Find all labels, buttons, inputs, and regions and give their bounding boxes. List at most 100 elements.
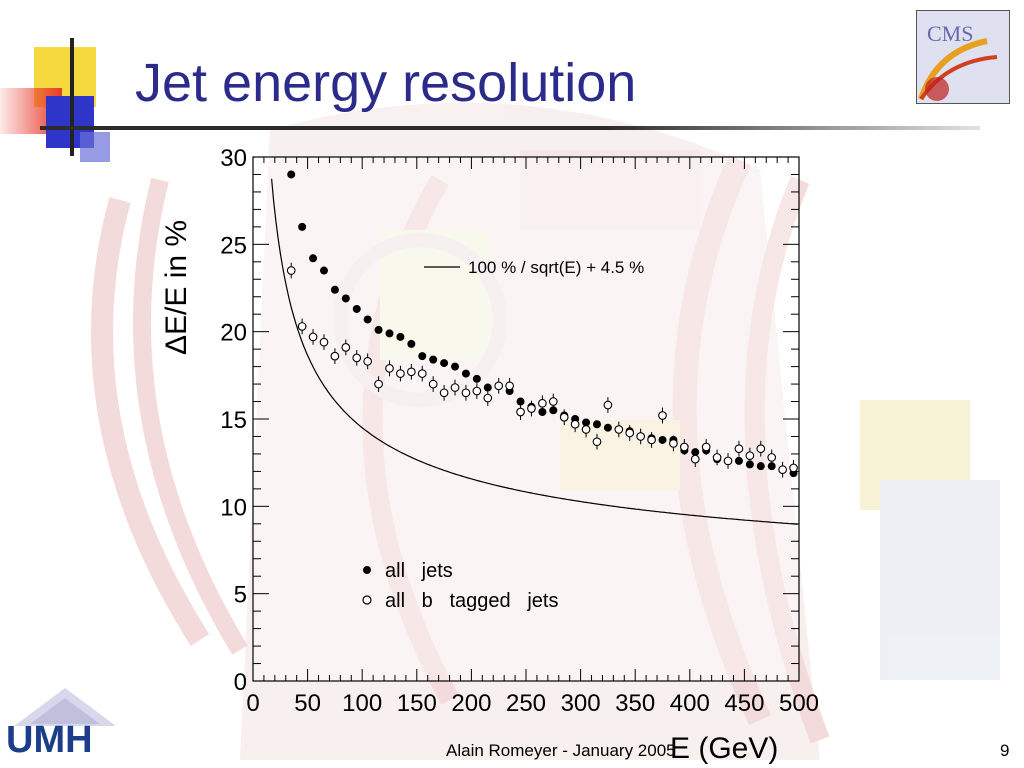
data-point-all-jets [745, 460, 754, 469]
plot-area [252, 156, 800, 682]
y-tick-label: 15 [220, 407, 247, 434]
data-point-all-jets [658, 435, 667, 444]
data-point-b-tagged [614, 425, 624, 434]
y-tick-label: 0 [234, 669, 247, 696]
x-tick-label: 50 [294, 690, 321, 717]
data-point-all-jets [287, 170, 296, 179]
data-point-b-tagged [330, 351, 340, 361]
detector-block-1 [520, 150, 700, 230]
data-point-b-tagged [472, 386, 482, 396]
data-point-all-jets [592, 420, 601, 429]
data-point-b-tagged [494, 381, 504, 391]
data-point-all-jets [309, 254, 318, 263]
data-point-all-jets [549, 406, 558, 415]
data-point-b-tagged [450, 383, 460, 392]
data-point-all-jets [472, 374, 481, 383]
data-point-all-jets [603, 423, 612, 432]
detector-arc-2 [91, 197, 210, 646]
data-point-all-jets [429, 355, 438, 364]
x-tick-label: 300 [561, 690, 601, 717]
data-point-b-tagged [352, 353, 362, 363]
y-tick-label: 25 [220, 232, 247, 259]
data-point-b-tagged [527, 404, 536, 413]
x-tick-label: 250 [506, 690, 546, 717]
data-point-b-tagged [625, 428, 635, 438]
data-point-b-tagged [286, 266, 296, 275]
deco-blue-square-2 [80, 132, 110, 162]
legend-label-all-jets: all jets [385, 560, 453, 582]
x-tick-label: 0 [246, 690, 259, 717]
detector-ring [333, 233, 507, 407]
detector-arc-3 [133, 177, 248, 655]
legend-label-b-tagged: all b tagged jets [385, 590, 558, 612]
fit-curve [271, 178, 798, 525]
x-tick-label: 500 [779, 690, 819, 717]
title-divider [40, 126, 980, 130]
data-point-all-jets [756, 462, 765, 471]
data-point-b-tagged [363, 357, 373, 366]
cms-logo: CMS [916, 10, 1010, 104]
x-axis-label: E (GeV) [670, 732, 778, 765]
data-point-b-tagged [789, 463, 798, 473]
data-point-all-jets [298, 222, 307, 231]
x-tick-label: 350 [615, 690, 655, 717]
data-point-all-jets [363, 315, 372, 324]
detector-arc-6 [744, 176, 830, 744]
y-tick-label: 5 [234, 582, 247, 609]
data-point-b-tagged [559, 412, 569, 422]
series-b-tagged-jets [286, 262, 798, 478]
data-point-b-tagged [745, 451, 755, 461]
y-axis-label: ΔE/E in % [160, 220, 193, 355]
umh-logo-text: UMH [6, 719, 93, 761]
data-point-all-jets [352, 304, 361, 313]
data-point-all-jets [341, 294, 350, 303]
data-point-b-tagged [461, 388, 471, 398]
data-point-all-jets [538, 408, 547, 417]
data-point-b-tagged [712, 453, 722, 462]
y-tick-label: 10 [220, 494, 247, 521]
data-point-all-jets [483, 383, 492, 392]
data-point-b-tagged [428, 379, 438, 389]
cms-logo-text: CMS [927, 21, 973, 46]
data-point-all-jets [330, 285, 339, 294]
detector-arc-5 [672, 154, 771, 726]
detector-arc-4 [362, 174, 459, 705]
data-point-b-tagged [669, 439, 678, 448]
legend: all jets all b tagged jets [362, 560, 558, 612]
data-point-b-tagged [592, 437, 602, 447]
cms-logo-graphic: CMS [917, 11, 1009, 103]
data-point-all-jets [461, 369, 470, 378]
data-point-b-tagged [406, 367, 416, 377]
detector-arc-1 [240, 102, 820, 761]
data-point-b-tagged [679, 442, 689, 452]
data-point-b-tagged [734, 444, 744, 454]
data-point-all-jets [767, 462, 776, 471]
data-point-all-jets [734, 456, 743, 465]
x-tick-label: 400 [670, 690, 710, 717]
umh-logo-graphic: UMH [6, 688, 116, 761]
data-point-all-jets [516, 397, 525, 406]
deco-vertical-line [70, 38, 74, 156]
data-series [286, 170, 798, 478]
slide-title: Jet energy resolution [135, 53, 637, 113]
data-point-b-tagged [374, 379, 383, 389]
data-point-b-tagged [690, 454, 700, 464]
data-point-b-tagged [385, 363, 394, 373]
data-point-b-tagged [505, 381, 514, 391]
legend-marker-b-tagged [362, 595, 372, 605]
data-point-all-jets [385, 329, 394, 338]
page-number: 9 [1000, 741, 1010, 760]
umh-logo: UMH [2, 686, 128, 762]
data-point-b-tagged [308, 332, 318, 342]
footer-author: Alain Romeyer - January 2005 [446, 741, 676, 760]
y-tick-label: 30 [220, 145, 247, 172]
data-point-all-jets [451, 362, 460, 371]
x-tick-label: 200 [451, 690, 491, 717]
data-point-b-tagged [341, 343, 351, 352]
data-point-b-tagged [516, 407, 525, 417]
data-point-b-tagged [723, 456, 733, 466]
data-point-b-tagged [570, 419, 580, 429]
data-point-b-tagged [548, 397, 558, 406]
